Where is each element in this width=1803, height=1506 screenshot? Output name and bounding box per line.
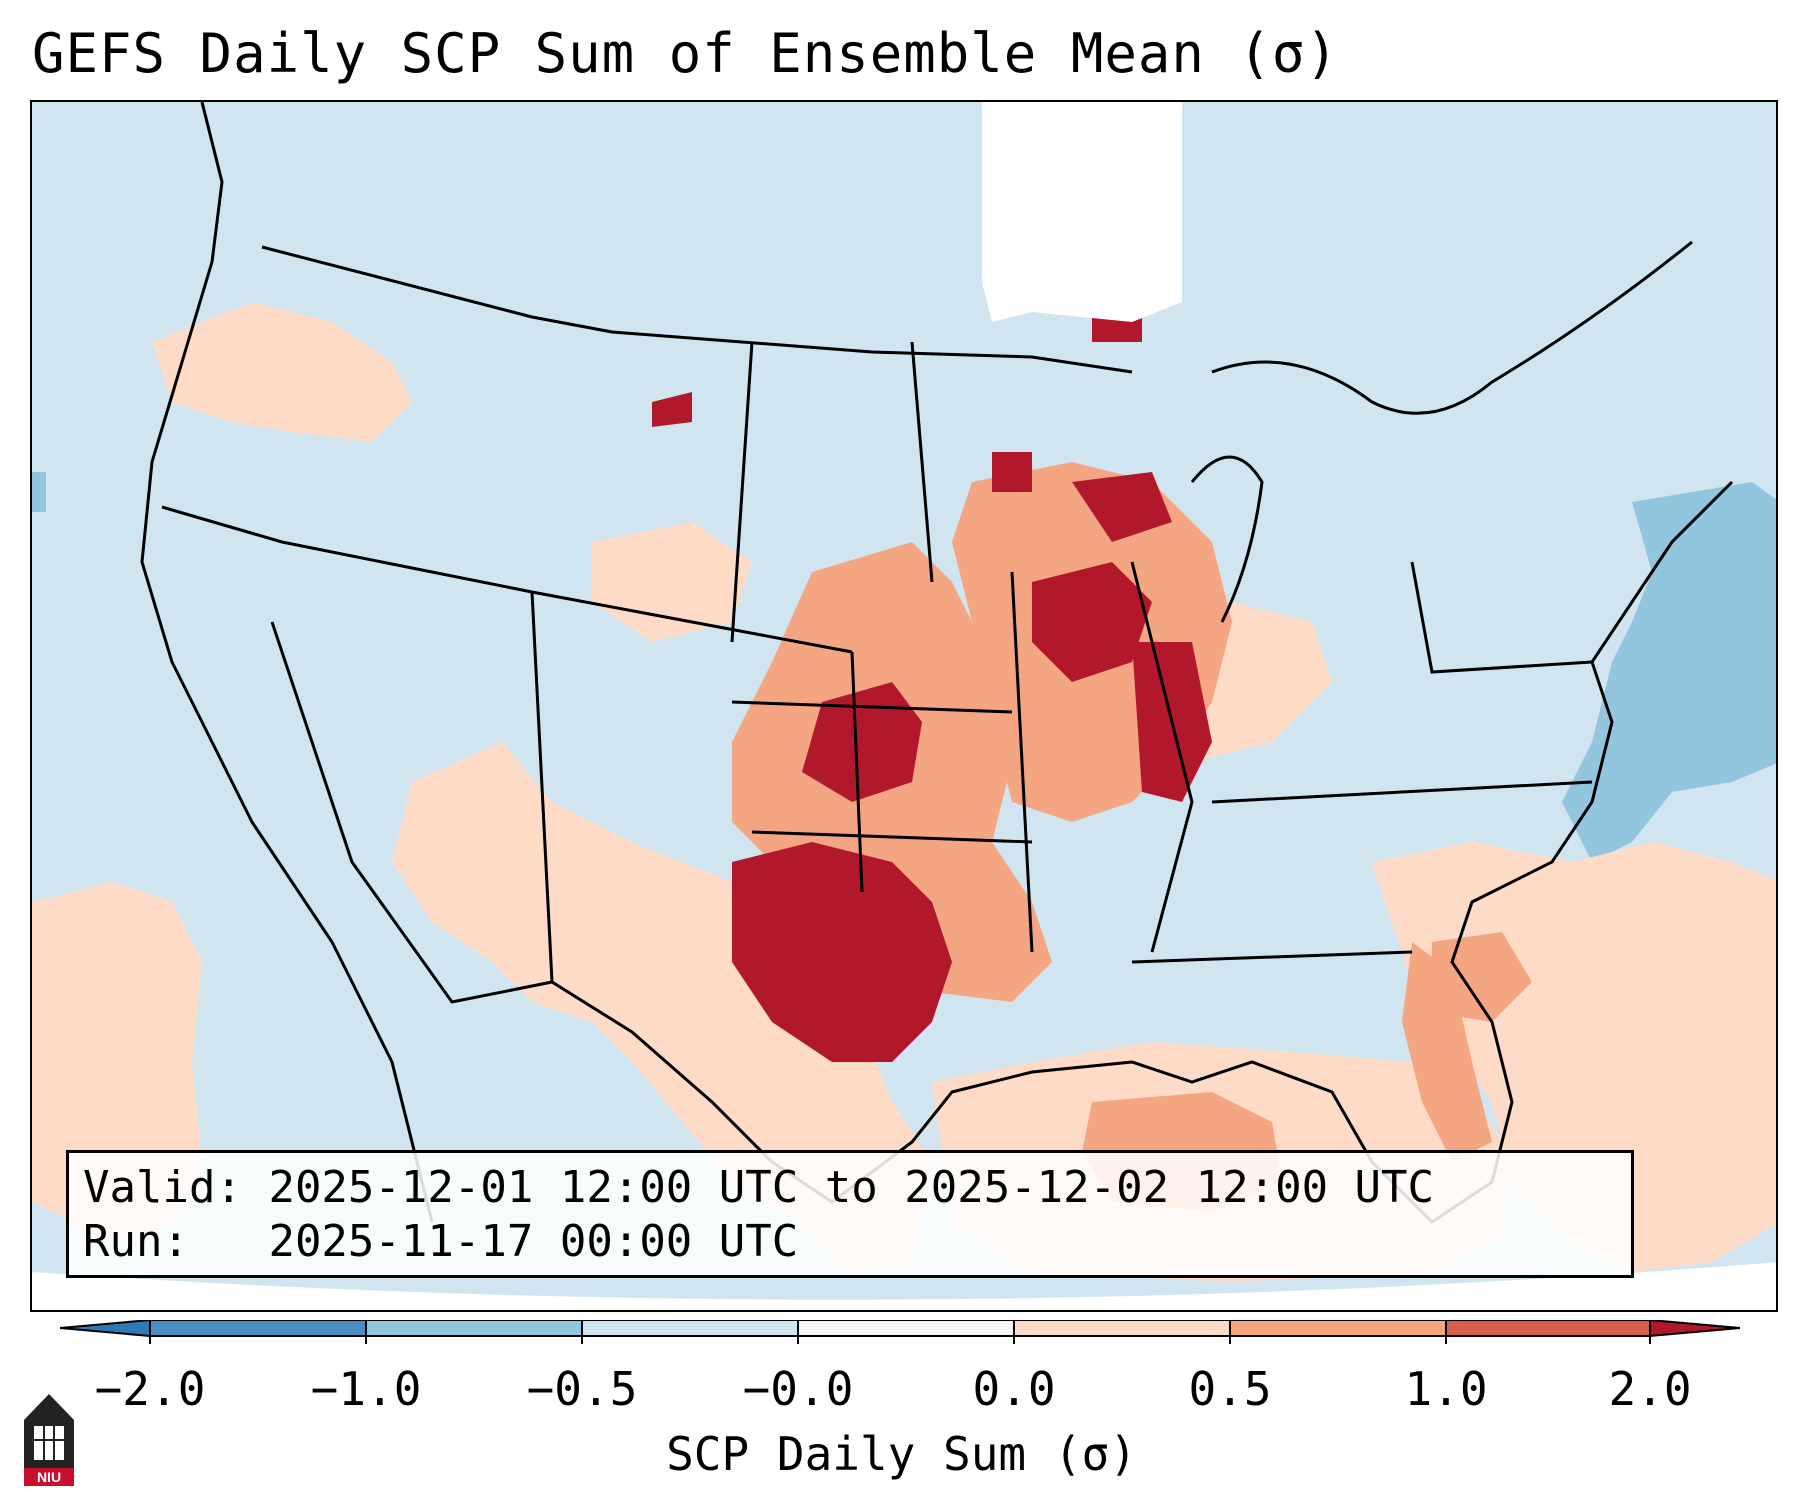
colorbar-ticks [149, 1320, 1651, 1344]
colorbar-tick-label: 0.5 [1188, 1362, 1272, 1416]
northern-tier-border [161, 505, 853, 654]
niu-logo: NIU [24, 1394, 74, 1486]
colorbar-segment [1446, 1320, 1650, 1336]
interior-border-6 [1130, 561, 1194, 953]
negative-anomaly-regions [32, 472, 1776, 862]
map-svg [32, 102, 1776, 1310]
colorbar-label: SCP Daily Sum (σ) [666, 1427, 1137, 1481]
florida-medium-region [1402, 942, 1492, 1162]
logo-window-icon [34, 1426, 64, 1460]
interior-border-4 [751, 830, 1033, 844]
colorbar-segment [150, 1320, 366, 1336]
coastlines-and-borders [140, 102, 1734, 1224]
colorbar-tick-label: −0.5 [526, 1362, 638, 1416]
projection-edge [32, 1262, 1776, 1310]
wisconsin-max-region [1072, 472, 1172, 542]
pacific-blue-area [32, 472, 46, 512]
validity-infobox: Valid: 2025-12-01 12:00 UTC to 2025-12-0… [66, 1150, 1634, 1278]
lake-michigan-outline [1190, 455, 1264, 623]
colorbar-tick-label: 0.0 [972, 1362, 1056, 1416]
run-value: 2025-11-17 00:00 UTC [268, 1216, 799, 1267]
colorbar-extend-low [60, 1320, 150, 1336]
west-coastline [140, 102, 434, 1223]
colorbar-tick-label: −1.0 [310, 1362, 422, 1416]
interior-border-5 [1010, 571, 1034, 953]
wyoming-max-spot [652, 392, 692, 427]
colorbar-extend-high [1650, 1320, 1740, 1336]
interior-border-10 [730, 341, 754, 643]
us-canada-border [261, 245, 1133, 374]
chart-title: GEFS Daily SCP Sum of Ensemble Mean (σ) [32, 22, 1339, 85]
interior-border-11 [1131, 950, 1413, 964]
colorbar-tick-label: −0.0 [742, 1362, 854, 1416]
interior-border-1 [530, 591, 554, 983]
colorbar-outline [60, 1320, 1740, 1337]
kansas-max-region [802, 682, 922, 802]
south-and-east-coastline [270, 480, 1734, 1224]
interior-border-2 [850, 651, 864, 893]
colorbar-segment [1014, 1320, 1230, 1336]
interior-border-9 [910, 341, 934, 583]
logo-text: NIU [37, 1469, 61, 1485]
canada-missing-area [982, 102, 1182, 322]
texas-max-region [732, 842, 952, 1062]
colorbar-tick-label: 1.0 [1404, 1362, 1488, 1416]
colorbar-segment [366, 1320, 582, 1336]
minnesota-max-spot [992, 452, 1032, 492]
interior-border-7 [1211, 780, 1593, 804]
map-panel [30, 100, 1778, 1312]
run-label: Run: [83, 1216, 189, 1267]
iowa-max-region [1032, 562, 1152, 682]
light-positive-regions [32, 302, 1776, 1282]
colorbar-tick-label: −2.0 [94, 1362, 206, 1416]
interior-border-3 [731, 700, 1013, 714]
great-lakes-north-shore [1211, 240, 1693, 415]
valid-label: Valid: [83, 1162, 242, 1213]
nw-light-region [152, 302, 412, 442]
colorbar-tick-label: 2.0 [1608, 1362, 1692, 1416]
valid-value: 2025-12-01 12:00 UTC to 2025-12-02 12:00… [268, 1162, 1435, 1213]
colorbar [60, 1320, 1740, 1344]
colorbar-segment [798, 1320, 1014, 1336]
interior-border-8 [1410, 561, 1593, 674]
atlantic-blue-area [1562, 482, 1776, 862]
sw-light-region [392, 742, 932, 1272]
colorbar-segment [582, 1320, 798, 1336]
colorbar-segment [1230, 1320, 1446, 1336]
logo-banner [24, 1468, 74, 1486]
